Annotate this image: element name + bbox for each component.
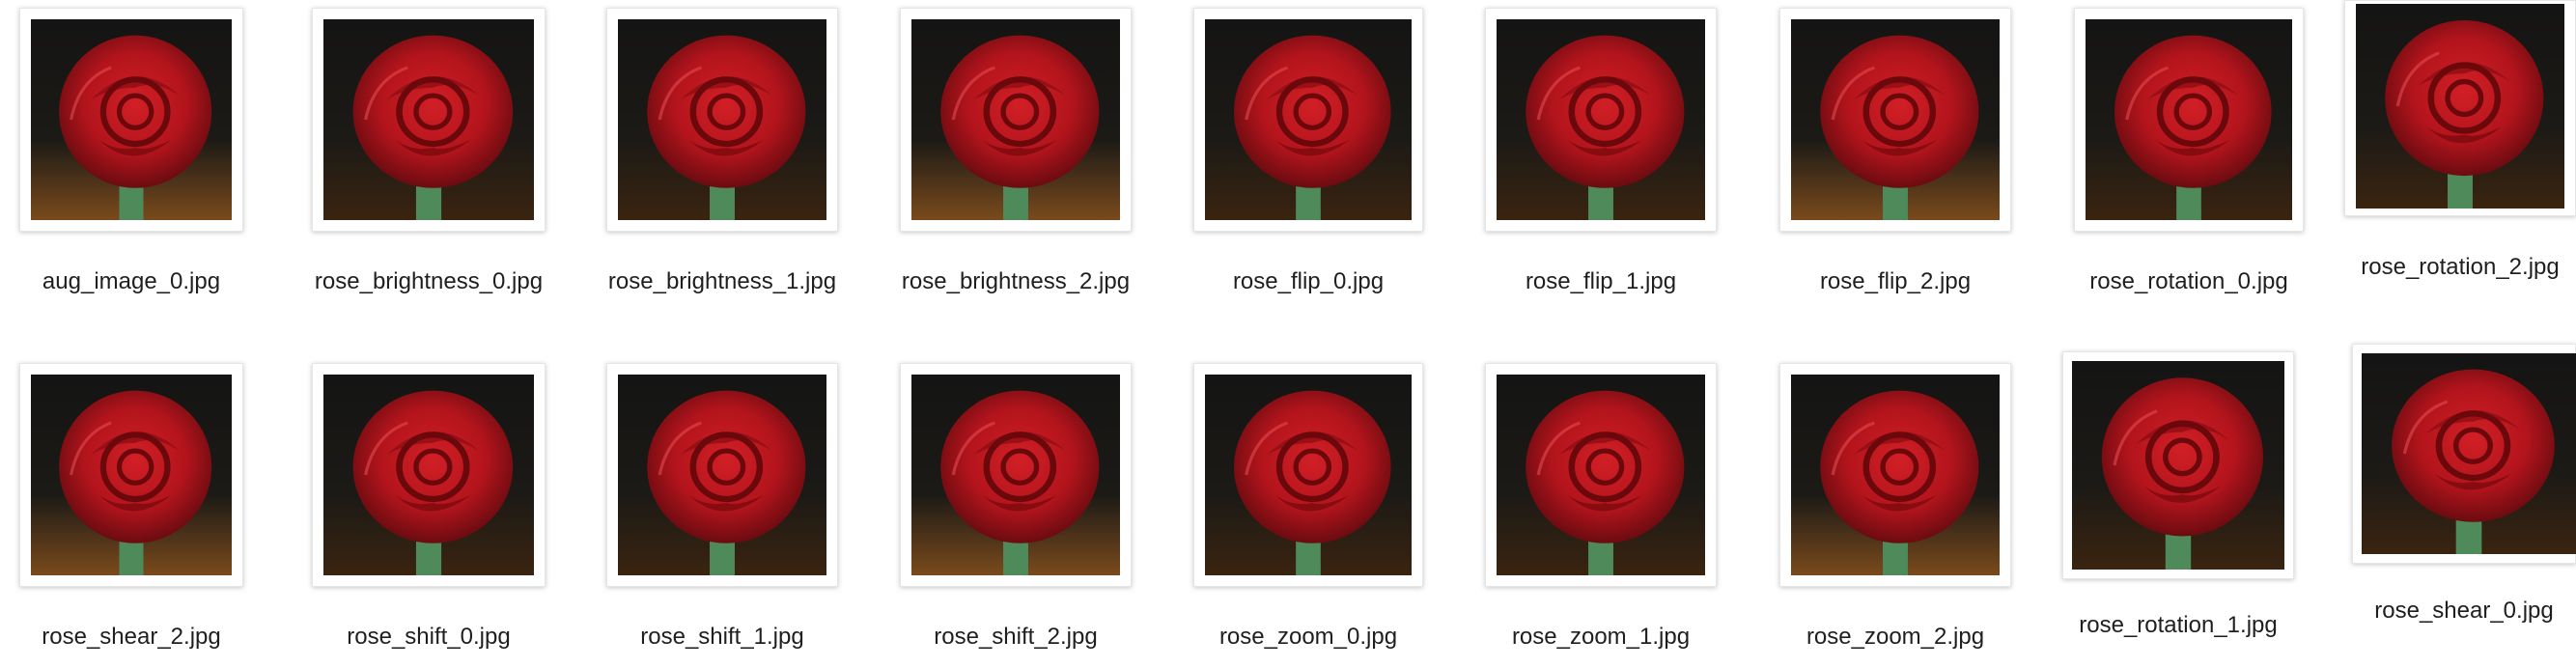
rose-image-icon [1205, 19, 1412, 220]
file-name-label: rose_flip_1.jpg [1525, 268, 1677, 294]
file-name-label: aug_image_0.jpg [42, 268, 221, 294]
file-name-label: rose_brightness_1.jpg [607, 268, 837, 294]
rose-image-icon [1791, 19, 2000, 220]
rose-image-icon [323, 375, 534, 575]
rose-image-icon [1497, 19, 1705, 220]
rose-image-icon [323, 19, 534, 220]
rose-image-icon [618, 19, 826, 220]
file-name-label: rose_shear_2.jpg [42, 624, 221, 650]
file-name-label: rose_shift_2.jpg [934, 624, 1098, 650]
rose-image-icon [2356, 4, 2564, 209]
rose-image-icon [911, 375, 1120, 575]
rose-image-icon [1791, 375, 2000, 575]
file-name-label: rose_zoom_0.jpg [1218, 624, 1398, 650]
rose-image-icon [618, 375, 826, 575]
file-name-label: rose_flip_2.jpg [1819, 268, 1972, 294]
file-name-label: rose_shift_1.jpg [640, 624, 804, 650]
file-name-label: rose_rotation_0.jpg [2089, 268, 2288, 294]
rose-image-icon [1205, 375, 1412, 575]
rose-image-icon [2362, 353, 2576, 554]
file-name-label: rose_zoom_2.jpg [1806, 624, 1985, 650]
file-name-label: rose_brightness_2.jpg [901, 268, 1131, 294]
rose-image-icon [31, 19, 232, 220]
file-name-label: rose_flip_0.jpg [1232, 268, 1385, 294]
file-name-label: rose_shift_0.jpg [347, 624, 511, 650]
file-name-label: rose_rotation_2.jpg [2361, 254, 2560, 280]
rose-image-icon [2072, 361, 2284, 570]
file-name-label: rose_zoom_1.jpg [1511, 624, 1691, 650]
file-name-label: rose_shear_0.jpg [2374, 598, 2554, 624]
file-name-label: rose_brightness_0.jpg [314, 268, 544, 294]
file-name-label: rose_rotation_1.jpg [2079, 612, 2278, 638]
rose-image-icon [1497, 375, 1705, 575]
rose-image-icon [2086, 19, 2292, 220]
rose-image-icon [31, 375, 232, 575]
rose-image-icon [911, 19, 1120, 220]
